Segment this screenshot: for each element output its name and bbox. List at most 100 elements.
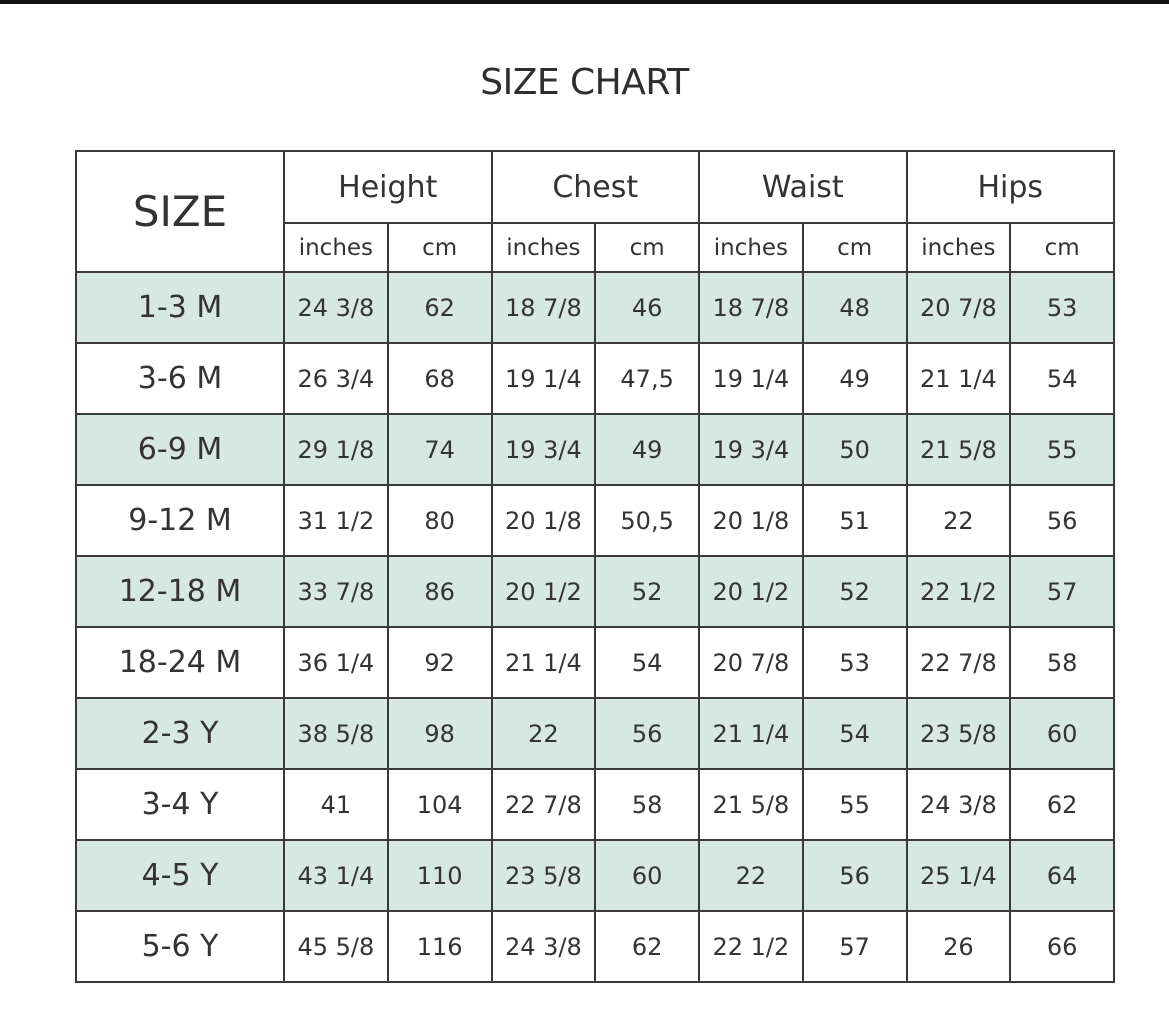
measurement-cell: 26 3/4 xyxy=(283,342,389,415)
measurement-cell: 54 xyxy=(801,697,908,770)
measurement-cell: 21 1/4 xyxy=(905,342,1012,415)
measurement-cell: 21 5/8 xyxy=(905,413,1012,486)
unit-header: cm xyxy=(801,222,908,273)
measurement-cell: 20 1/2 xyxy=(490,555,597,628)
table-row: 4-5 Y 43 1/4 110 23 5/8 60 22 56 25 1/4 64 xyxy=(75,839,1115,912)
measurement-cell: 56 xyxy=(1009,484,1115,557)
measurement-cell: 54 xyxy=(594,626,700,699)
measurement-cell: 31 1/2 xyxy=(283,484,389,557)
page-title: SIZE CHART xyxy=(480,62,689,103)
measurement-cell: 20 1/8 xyxy=(698,484,804,557)
measurement-cell: 22 1/2 xyxy=(698,910,804,983)
measurement-cell: 60 xyxy=(1009,697,1115,770)
measurement-cell: 20 1/8 xyxy=(490,484,597,557)
measurement-cell: 58 xyxy=(1009,626,1115,699)
measurement-cell: 19 3/4 xyxy=(698,413,804,486)
measurement-cell: 57 xyxy=(801,910,908,983)
measurement-cell: 62 xyxy=(594,910,700,983)
measurement-cell: 92 xyxy=(386,626,493,699)
measurement-cell: 53 xyxy=(1009,271,1115,344)
measurement-cell: 21 1/4 xyxy=(490,626,597,699)
measurement-cell: 54 xyxy=(1009,342,1115,415)
measurement-cell: 86 xyxy=(386,555,493,628)
unit-header: inches xyxy=(490,222,597,273)
measurement-cell: 22 xyxy=(905,484,1012,557)
unit-header: inches xyxy=(905,222,1012,273)
measurement-cell: 58 xyxy=(594,768,700,841)
measurement-cell: 18 7/8 xyxy=(490,271,597,344)
measurement-cell: 66 xyxy=(1009,910,1115,983)
measurement-cell: 22 7/8 xyxy=(490,768,597,841)
measurement-cell: 62 xyxy=(1009,768,1115,841)
size-cell: 4-5 Y xyxy=(75,839,285,912)
measurement-cell: 19 3/4 xyxy=(490,413,597,486)
measurement-cell: 41 xyxy=(283,768,389,841)
measurement-cell: 46 xyxy=(594,271,700,344)
measurement-cell: 33 7/8 xyxy=(283,555,389,628)
measurement-cell: 21 1/4 xyxy=(698,697,804,770)
size-cell: 1-3 M xyxy=(75,271,285,344)
measurement-cell: 60 xyxy=(594,839,700,912)
measurement-cell: 22 xyxy=(698,839,804,912)
size-cell: 3-4 Y xyxy=(75,768,285,841)
unit-header: cm xyxy=(594,222,700,273)
measurement-cell: 52 xyxy=(801,555,908,628)
size-header: SIZE xyxy=(75,150,285,273)
table-row: 18-24 M 36 1/4 92 21 1/4 54 20 7/8 53 22 7/8 58 xyxy=(75,626,1115,699)
table-row: 1-3 M 24 3/8 62 18 7/8 46 18 7/8 48 20 7/8 53 xyxy=(75,271,1115,344)
unit-header: cm xyxy=(386,222,493,273)
table-row: 3-4 Y 41 104 22 7/8 58 21 5/8 55 24 3/8 62 xyxy=(75,768,1115,841)
table-row: 12-18 M 33 7/8 86 20 1/2 52 20 1/2 52 22 1/2 57 xyxy=(75,555,1115,628)
size-cell: 2-3 Y xyxy=(75,697,285,770)
measurement-cell: 55 xyxy=(801,768,908,841)
top-bar xyxy=(0,0,1169,4)
header-hips: Hips xyxy=(905,150,1115,224)
measurement-cell: 19 1/4 xyxy=(698,342,804,415)
size-cell: 5-6 Y xyxy=(75,910,285,983)
measurement-cell: 52 xyxy=(594,555,700,628)
unit-header: cm xyxy=(1009,222,1115,273)
measurement-cell: 20 7/8 xyxy=(698,626,804,699)
size-cell: 18-24 M xyxy=(75,626,285,699)
measurement-cell: 19 1/4 xyxy=(490,342,597,415)
measurement-cell: 116 xyxy=(386,910,493,983)
size-cell: 3-6 M xyxy=(75,342,285,415)
measurement-cell: 47,5 xyxy=(594,342,700,415)
measurement-cell: 57 xyxy=(1009,555,1115,628)
measurement-cell: 22 xyxy=(490,697,597,770)
measurement-cell: 20 7/8 xyxy=(905,271,1012,344)
measurement-cell: 56 xyxy=(801,839,908,912)
measurement-cell: 36 1/4 xyxy=(283,626,389,699)
table-row: 5-6 Y 45 5/8 116 24 3/8 62 22 1/2 57 26 66 xyxy=(75,910,1115,983)
measurement-cell: 43 1/4 xyxy=(283,839,389,912)
header-height: Height xyxy=(283,150,493,224)
measurement-cell: 64 xyxy=(1009,839,1115,912)
measurement-cell: 23 5/8 xyxy=(905,697,1012,770)
measurement-cell: 21 5/8 xyxy=(698,768,804,841)
measurement-cell: 29 1/8 xyxy=(283,413,389,486)
measurement-cell: 56 xyxy=(594,697,700,770)
measurement-cell: 51 xyxy=(801,484,908,557)
table-row: 3-6 M 26 3/4 68 19 1/4 47,5 19 1/4 49 21 1/4 54 xyxy=(75,342,1115,415)
size-cell: 9-12 M xyxy=(75,484,285,557)
table-row: 2-3 Y 38 5/8 98 22 56 21 1/4 54 23 5/8 60 xyxy=(75,697,1115,770)
table-row: 9-12 M 31 1/2 80 20 1/8 50,5 20 1/8 51 22 56 xyxy=(75,484,1115,557)
measurement-cell: 68 xyxy=(386,342,493,415)
header-chest: Chest xyxy=(490,150,700,224)
table-row: 6-9 M 29 1/8 74 19 3/4 49 19 3/4 50 21 5/8 55 xyxy=(75,413,1115,486)
measurement-cell: 22 7/8 xyxy=(905,626,1012,699)
measurement-cell: 20 1/2 xyxy=(698,555,804,628)
measurement-cell: 104 xyxy=(386,768,493,841)
measurement-cell: 74 xyxy=(386,413,493,486)
measurement-cell: 38 5/8 xyxy=(283,697,389,770)
measurement-cell: 22 1/2 xyxy=(905,555,1012,628)
measurement-cell: 50 xyxy=(801,413,908,486)
measurement-cell: 50,5 xyxy=(594,484,700,557)
measurement-cell: 98 xyxy=(386,697,493,770)
measurement-cell: 48 xyxy=(801,271,908,344)
measurement-cell: 25 1/4 xyxy=(905,839,1012,912)
header-waist: Waist xyxy=(698,150,908,224)
unit-header: inches xyxy=(283,222,389,273)
measurement-cell: 110 xyxy=(386,839,493,912)
measurement-cell: 18 7/8 xyxy=(698,271,804,344)
